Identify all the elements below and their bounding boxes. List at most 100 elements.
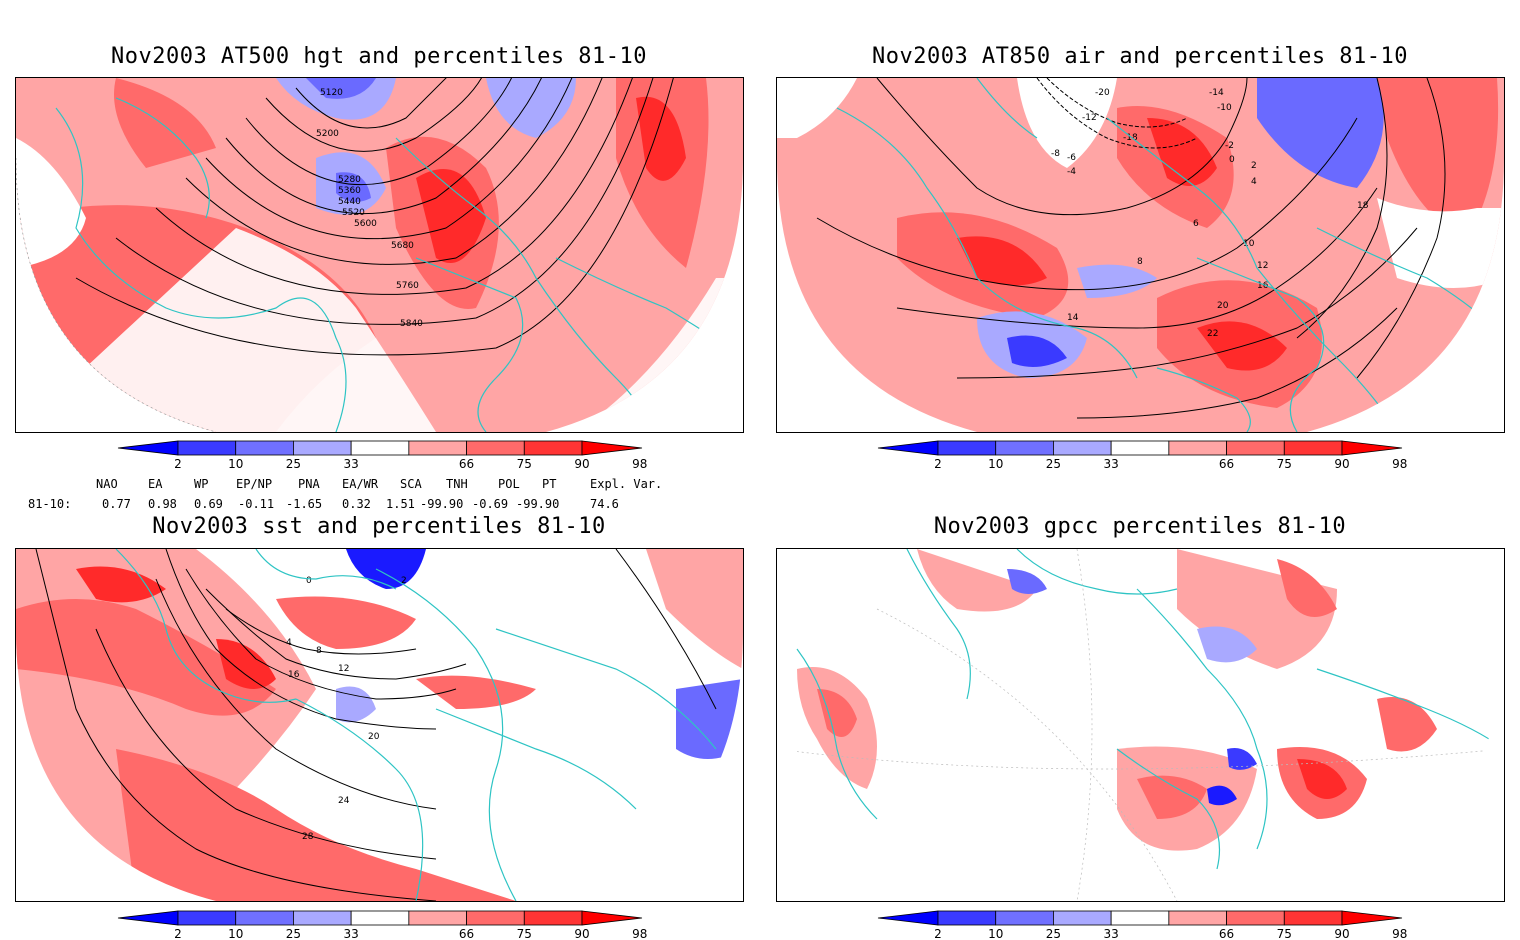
contour-label: 20 [1217,301,1229,311]
colorbar-segment [1053,910,1112,926]
colorbar-arrow-high [1341,440,1403,456]
tc-value: -99.90 [516,497,560,511]
contour-label: -18 [1123,133,1138,143]
colorbar-tick-label: 90 [1334,457,1349,471]
contour-label: 2 [401,576,407,586]
contour-label: 24 [338,796,350,806]
contour-label: 5120 [320,88,343,98]
contour-label: -20 [1095,88,1110,98]
colorbar-tick-label: 75 [1277,927,1292,940]
contour-label: 5360 [338,186,361,196]
contour-label: -12 [1082,113,1097,123]
colorbar-tick-label: 75 [517,927,532,940]
colorbar-segment [1053,440,1112,456]
colorbar-arrow-low [117,910,179,926]
contour-label: 4 [286,638,292,648]
colorbar-panel-1: 2 10 25 33 66 75 90 98 [117,440,647,471]
contour-label: 10 [1243,239,1255,249]
colorbar-segment [293,910,352,926]
colorbar-segment [1226,440,1285,456]
map-gpcc [776,548,1505,902]
contour-label: 14 [1067,313,1079,323]
colorbar-segment [995,910,1054,926]
colorbar-tick-label: 25 [286,927,301,940]
map-at500-hgt: 5120 5200 5280 5360 5440 5520 5600 5680 … [15,77,744,433]
colorbar-segment [177,910,237,926]
tc-value: 0.69 [194,497,223,511]
contour-label: 0 [1229,155,1235,165]
contour-label: 12 [1257,261,1268,271]
tc-header: EA [148,477,163,491]
tc-header: PT [542,477,557,491]
contour-label: 6 [1193,219,1199,229]
colorbar-segment [466,440,525,456]
colorbar-tick-label: 66 [1219,927,1234,940]
colorbar-tick-label: 25 [1046,927,1061,940]
contour-label: 5600 [354,219,377,229]
colorbar-arrow-low [877,440,939,456]
colorbar-arrow-high [1341,910,1403,926]
colorbar-tick-label: 66 [1219,457,1234,471]
colorbar-tick-label: 10 [228,927,243,940]
colorbar-tick-label: 33 [1104,927,1119,940]
colorbar-tick-label: 10 [228,457,243,471]
tc-header: WP [194,477,209,491]
colorbar-segment [235,440,294,456]
colorbar-tick-label: 33 [1104,457,1119,471]
tc-header: SCA [400,477,422,491]
panel-title-sst: Nov2003 sst and percentiles 81-10 [152,514,606,539]
map-at850-air: -20 -18 -14 -12 -10 -8 -6 -4 -2 0 2 4 6 … [776,77,1505,433]
tc-header: NAO [96,477,118,491]
tc-value: 0.32 [342,497,371,511]
contour-label: 5840 [400,319,423,329]
colorbar-segment [937,440,997,456]
tc-header: TNH [446,477,468,491]
colorbar-segment [523,910,583,926]
contour-label: 16 [288,670,300,680]
contour-label: 2 [1251,161,1257,171]
colorbar-tick-label: 90 [574,927,589,940]
colorbar-tick-label: 25 [286,457,301,471]
colorbar-tick-label: 2 [174,927,182,940]
tc-value: 1.51 [386,497,415,511]
contour-label: 5280 [338,175,361,185]
contour-label: 0 [306,576,312,586]
colorbar-segment [1110,440,1170,456]
colorbar-arrow-high [581,440,643,456]
colorbar-arrow-high [581,910,643,926]
tc-header: EP/NP [236,477,273,491]
contour-label: -8 [1051,149,1060,159]
colorbar-segment [1226,910,1285,926]
colorbar-segment [1110,910,1170,926]
colorbar-tick-label: 33 [344,927,359,940]
colorbar-tick-label: 66 [459,457,474,471]
contour-label: 5520 [342,208,365,218]
tc-header: PNA [298,477,320,491]
contour-label: 5200 [316,129,339,139]
colorbar-tick-label: 33 [344,457,359,471]
tc-header: Expl. Var. [590,477,663,491]
tc-value: -0.69 [472,497,509,511]
teleconnection-table: NAO EA WP EP/NP PNA EA/WR SCA TNH POL PT… [0,476,700,512]
colorbar-segment [350,910,410,926]
contour-label: -6 [1067,153,1076,163]
contour-label: 8 [316,646,322,656]
contour-label: 20 [368,732,380,742]
panel-title-gpcc: Nov2003 gpcc percentiles 81-10 [933,514,1347,539]
colorbar-segment [350,440,410,456]
colorbar-segment [1168,910,1227,926]
contour-label: 12 [338,664,349,674]
contour-label: 5760 [396,281,419,291]
contour-label: -4 [1067,167,1076,177]
colorbar-segment [235,910,294,926]
colorbar-panel-2: 2 10 25 33 66 75 90 98 [877,440,1407,471]
tc-value: -0.11 [238,497,275,511]
contour-label: 18 [1357,201,1369,211]
panel-title-at500: Nov2003 AT500 hgt and percentiles 81-10 [110,44,648,69]
contour-label: 5440 [338,197,361,207]
colorbar-tick-label: 10 [988,457,1003,471]
colorbar-segment [1168,440,1227,456]
tc-value: -1.65 [286,497,323,511]
panel-title-at850: Nov2003 AT850 air and percentiles 81-10 [871,44,1409,69]
colorbar-tick-label: 98 [632,927,647,940]
